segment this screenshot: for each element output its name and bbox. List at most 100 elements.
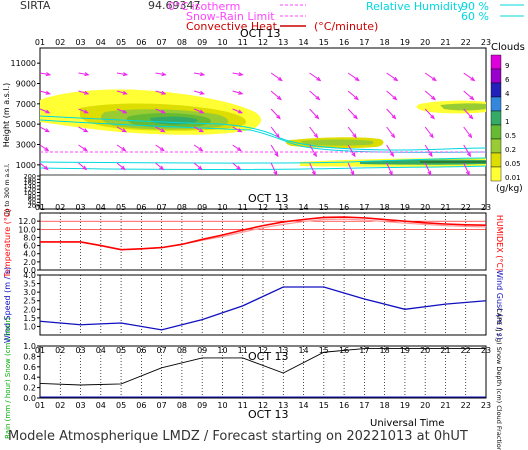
rain-top-hour-21: 21 xyxy=(440,346,450,355)
rain-ytick-label-0.4: 0.4 xyxy=(23,373,36,382)
wind-arrow xyxy=(155,108,166,114)
station-name: SIRTA xyxy=(20,0,51,12)
rain-top-hour-22: 22 xyxy=(461,346,471,355)
wind-arrow-head xyxy=(198,146,204,152)
temp-ytick-label-4: 4.0 xyxy=(23,250,36,259)
wind-arrow-head xyxy=(428,152,433,158)
wind-arrow xyxy=(309,144,317,157)
cloud-legend-level-0.2: 0.2 xyxy=(505,146,516,154)
wind-arrow-head xyxy=(314,114,320,120)
wind-arrow-head xyxy=(44,128,50,133)
wind-arrow xyxy=(116,162,126,170)
temp-hour-18: 18 xyxy=(380,203,390,212)
wind-arrow xyxy=(232,72,243,76)
wind-arrow-head xyxy=(275,133,280,139)
wind-arrow-head xyxy=(236,146,242,152)
temp-hour-05: 05 xyxy=(116,203,126,212)
cloud-legend-level-4: 4 xyxy=(505,90,510,98)
wind-arrow-head xyxy=(197,165,203,171)
wind-arrow xyxy=(347,162,355,175)
wind-arrow xyxy=(78,72,89,76)
temp-hour-08: 08 xyxy=(177,203,187,212)
cloud-legend-swatch-0.2 xyxy=(490,138,502,154)
rain-ytick-label-0.6: 0.6 xyxy=(23,363,36,372)
wind-arrow xyxy=(155,72,166,76)
wind-arrow-head xyxy=(276,95,282,101)
top-hour-15: 15 xyxy=(319,38,329,47)
wind-arrow xyxy=(463,144,471,157)
legend-rh-90: 90 % xyxy=(461,0,489,13)
wind-arrow-head xyxy=(392,95,398,101)
date-label-temp: OCT 13 xyxy=(248,192,289,205)
rain-top-hour-14: 14 xyxy=(298,346,308,355)
wind-arrow xyxy=(424,126,434,138)
wind-arrow-head xyxy=(351,152,356,158)
top-hour-19: 19 xyxy=(400,38,410,47)
wind-speed-line xyxy=(39,286,487,331)
wind-arrow xyxy=(116,144,126,152)
wind-arrow-head xyxy=(236,165,242,171)
wind-arrow xyxy=(193,90,204,95)
wind-arrow-head xyxy=(82,146,88,152)
top-hour-05: 05 xyxy=(116,38,126,47)
wind-arrow-head xyxy=(274,152,279,158)
wind-arrow xyxy=(463,108,473,119)
cloud-ytick-low-label-160: 160 xyxy=(24,179,36,187)
rain-ylabel: Rain (mm / hour) Snow (cm / hour) xyxy=(4,317,12,439)
wind-arrow-head xyxy=(273,170,278,176)
cloud-legend-level-6: 6 xyxy=(505,76,510,84)
cloud-ytick-label-7000: 7000 xyxy=(16,100,36,109)
rain-bottom-hour-12: 12 xyxy=(258,401,268,410)
wind-arrow xyxy=(116,126,127,133)
wind-arrow xyxy=(270,90,282,100)
wind-arrow xyxy=(386,90,397,100)
cloud-legend-title: Clouds xyxy=(491,42,525,53)
top-hour-08: 08 xyxy=(177,38,187,47)
wind-arrow xyxy=(155,144,165,152)
wind-arrow xyxy=(463,162,470,175)
temp-hour-15: 15 xyxy=(319,203,329,212)
cloud-blob-2b xyxy=(300,139,374,146)
wind-arrow xyxy=(39,144,49,152)
wind-arrow-head xyxy=(159,165,165,171)
wind-arrow-head xyxy=(316,76,322,82)
rain-bottom-hour-07: 07 xyxy=(157,401,167,410)
temp-hour-16: 16 xyxy=(339,203,349,212)
wind-arrow-head xyxy=(431,76,437,82)
wind-arrow xyxy=(232,126,242,133)
wind-ytick-label-1.5: 1.5 xyxy=(23,314,36,323)
temp-ytick-label-12: 12.0 xyxy=(18,217,36,226)
cloud-legend-level-0.01: 0.01 xyxy=(505,174,521,182)
wind-arrow xyxy=(39,108,50,114)
wind-arrow-head xyxy=(470,76,476,82)
legend-convective-unit: (°C/minute) xyxy=(314,20,378,33)
wind-arrow-head xyxy=(44,146,50,152)
top-hour-07: 07 xyxy=(157,38,167,47)
rh-contour-4 xyxy=(39,165,487,170)
rain-bottom-hour-01: 01 xyxy=(35,401,45,410)
wind-arrow-head xyxy=(122,90,128,95)
wind-arrow-head xyxy=(466,152,472,158)
wind-arrow xyxy=(347,72,360,81)
wind-arrow-head xyxy=(312,152,317,158)
top-hour-23: 23 xyxy=(481,38,491,47)
wind-arrow-head xyxy=(160,109,167,114)
cloud-legend-swatch-0.05 xyxy=(490,152,502,168)
rain-top-hour-04: 04 xyxy=(96,346,106,355)
top-hour-03: 03 xyxy=(75,38,85,47)
wind-arrow-head xyxy=(83,109,89,114)
wind-arrow-head xyxy=(313,133,319,139)
rh-contour-3 xyxy=(39,157,487,164)
wind-arrow xyxy=(39,72,50,76)
temp-hour-07: 07 xyxy=(157,203,167,212)
temp-hour-23: 23 xyxy=(481,203,491,212)
rain-bottom-hour-16: 16 xyxy=(339,401,349,410)
rain-top-hour-20: 20 xyxy=(420,346,430,355)
wind-arrow-head xyxy=(467,133,473,139)
top-hour-01: 01 xyxy=(35,38,45,47)
cloud-legend-swatch-4 xyxy=(490,82,502,98)
wind-arrow-head xyxy=(43,165,49,171)
wind-ytick-label-4: 4.0 xyxy=(23,271,36,280)
legend-snow-rain-label: Snow-Rain Limit xyxy=(186,10,275,23)
legend-rh-60: 60 % xyxy=(461,10,489,23)
